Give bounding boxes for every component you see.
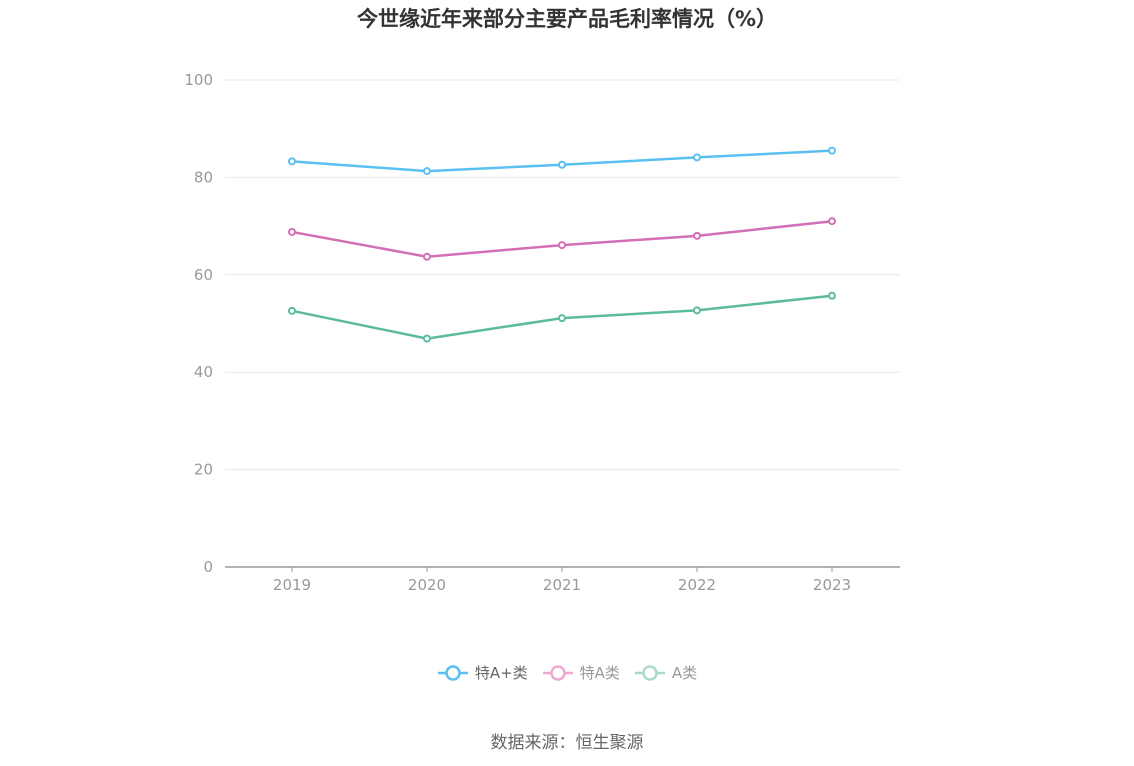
gridlines xyxy=(225,79,900,471)
x-axis xyxy=(225,566,900,572)
legend-item[interactable]: A类 xyxy=(634,662,697,683)
data-point xyxy=(693,306,701,315)
legend-item[interactable]: 特A类 xyxy=(542,662,620,683)
data-point xyxy=(828,146,836,155)
y-tick-label: 40 xyxy=(194,363,213,381)
data-point xyxy=(288,157,296,166)
data-point xyxy=(828,217,836,226)
data-point xyxy=(828,291,836,300)
series-lines xyxy=(288,146,836,343)
y-tick-label: 80 xyxy=(194,168,213,186)
data-point xyxy=(558,160,566,169)
data-point xyxy=(558,241,566,250)
data-point xyxy=(693,153,701,162)
legend-marker-icon xyxy=(634,664,665,681)
data-point xyxy=(423,334,431,343)
x-tick-label: 2020 xyxy=(408,576,446,594)
data-point xyxy=(288,227,296,236)
data-point xyxy=(693,231,701,240)
y-axis-ticks: 0 20 40 60 80 100 xyxy=(184,71,213,576)
legend-marker-circle xyxy=(445,664,461,681)
data-source-note: 数据来源：恒生聚源 xyxy=(490,733,644,753)
x-tick-label: 2021 xyxy=(543,576,581,594)
legend-label: 特A+类 xyxy=(474,664,528,682)
data-point xyxy=(288,306,296,315)
legend-marker-icon xyxy=(542,664,573,681)
y-tick-label: 100 xyxy=(184,71,213,89)
legend-label: 特A类 xyxy=(579,664,620,682)
legend-marker-icon xyxy=(437,664,468,681)
y-tick-label: 0 xyxy=(203,558,213,576)
data-point xyxy=(558,314,566,323)
line-chart: 0 20 40 60 80 100 2019 2020 2021 2022 2023 xyxy=(184,71,900,594)
y-tick-label: 20 xyxy=(194,461,213,479)
x-tick-label: 2023 xyxy=(813,576,851,594)
data-point xyxy=(423,252,431,261)
data-point xyxy=(423,167,431,176)
x-tick-label: 2022 xyxy=(678,576,716,594)
legend-item[interactable]: 特A+类 xyxy=(437,662,528,683)
series-line-1 xyxy=(291,219,833,259)
y-tick-label: 60 xyxy=(194,266,213,284)
legend-label: A类 xyxy=(671,664,698,682)
legend-marker-circle xyxy=(642,664,658,681)
chart-legend: 特A+类 特A类 A类 xyxy=(0,662,1134,683)
x-tick-label: 2019 xyxy=(273,576,311,594)
legend-marker-circle xyxy=(549,664,566,681)
x-axis-ticks: 2019 2020 2021 2022 2023 xyxy=(273,576,851,594)
chart-title: 今世缘近年来部分主要产品毛利率情况（%） xyxy=(356,7,778,31)
